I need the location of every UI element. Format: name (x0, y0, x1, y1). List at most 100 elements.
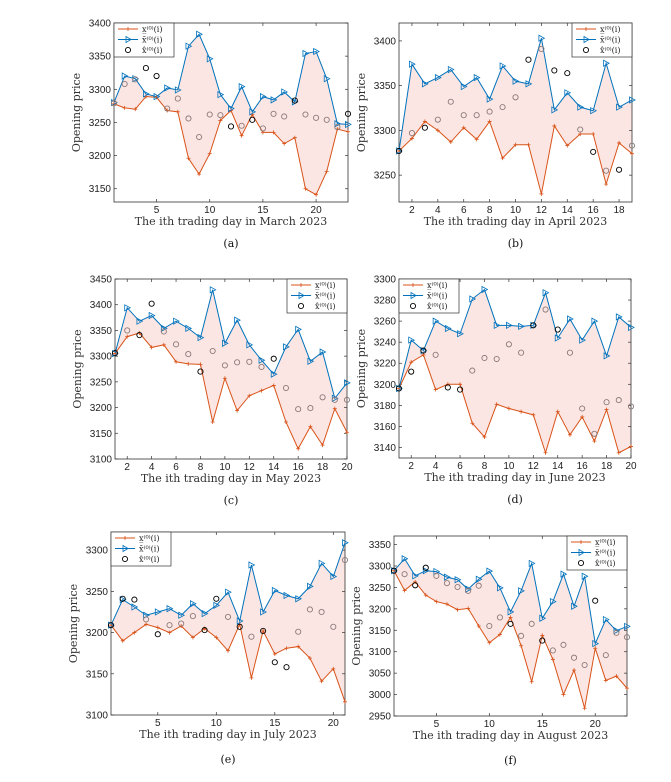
y-tick-label: 3250 (90, 377, 113, 388)
y-tick-label: 3250 (369, 583, 392, 594)
actual-point (518, 349, 525, 356)
actual-point (539, 637, 546, 644)
x-axis-label: The ith trading day in March 2023 (135, 215, 328, 228)
x-tick-label: 20 (328, 718, 340, 729)
lower-bound-point (500, 156, 505, 161)
lower-bound-point (409, 360, 414, 365)
actual-point (412, 582, 419, 589)
lower-bound-point (604, 182, 609, 187)
legend-label: x̂⁽⁰⁾(i) (139, 555, 159, 564)
lower-bound-point (572, 668, 577, 673)
upper-bound-point (412, 572, 420, 580)
actual-point (238, 122, 245, 129)
lower-bound-point (552, 123, 557, 128)
upper-bound-point (567, 315, 574, 323)
upper-bound-point (271, 586, 279, 595)
actual-point (447, 98, 454, 105)
upper-bound-point (319, 348, 327, 356)
triangle-marker-icon (122, 544, 129, 553)
y-tick-label: 3220 (374, 359, 397, 370)
upper-bound-point (281, 88, 289, 96)
lower-bound-point (625, 686, 629, 691)
upper-bound-point (260, 608, 267, 616)
lower-bound-point (466, 606, 471, 611)
subplot-c: 2 4 6 8 10 12 14 16 18 20 3100 3150 3200 3250 3300 3350… (71, 275, 353, 508)
subplot-d: 2 4 6 8 10 12 14 16 18 20 3140 3160 3180 3200 3220 3240… (355, 275, 637, 507)
lower-bound-point (272, 652, 277, 656)
upper-bound-line (110, 542, 346, 626)
lower-bound-point (604, 407, 609, 412)
legend-label: x̄⁽⁰⁾(i) (427, 292, 447, 301)
actual-point (602, 652, 609, 659)
interval-fill (399, 289, 631, 453)
lower-bound-point (175, 109, 180, 114)
upper-bound-point (153, 92, 161, 101)
upper-bound-point (344, 379, 351, 387)
actual-point (590, 148, 597, 155)
y-tick-label: 3000 (369, 690, 392, 701)
upper-bound-point (444, 573, 451, 581)
actual-point (185, 351, 192, 358)
upper-bound-point (166, 604, 174, 613)
lower-bound-point (226, 648, 230, 653)
upper-bound-point (591, 317, 599, 325)
lower-bound-point (593, 646, 598, 651)
upper-bound-point (334, 120, 342, 128)
legend-label: x̂⁽⁰⁾(i) (427, 302, 447, 311)
lower-bound-point (487, 119, 492, 124)
y-tick-label: 3450 (90, 275, 113, 286)
upper-bound-point (196, 30, 203, 38)
triangle-marker-icon (578, 548, 585, 557)
lower-bound-point (167, 630, 172, 635)
upper-bound-point (551, 106, 559, 114)
interval-fill (115, 289, 347, 449)
upper-bound-point (154, 608, 162, 616)
actual-point (295, 628, 302, 635)
lower-bound-point (582, 706, 587, 711)
legend: x̲⁽⁰⁾(i) x̄⁽⁰⁾(i)x̂⁽⁰⁾(i) (398, 278, 460, 314)
upper-bound-point (499, 62, 507, 70)
x-tick-label: 14 (268, 462, 280, 473)
upper-bound-point (148, 311, 156, 320)
lower-bound-point (214, 635, 219, 640)
actual-point (302, 111, 309, 118)
upper-bound-point (507, 608, 515, 616)
actual-point (307, 405, 314, 412)
x-tick-label: 18 (601, 461, 613, 472)
lower-bound-point (529, 679, 534, 684)
lower-bound-point (494, 402, 499, 407)
lower-bound-point (630, 151, 634, 156)
lower-bound-point (218, 118, 223, 123)
upper-bound-point (260, 92, 267, 101)
actual-point (344, 110, 352, 117)
x-tick-label: 6 (457, 461, 463, 472)
actual-point (143, 616, 150, 623)
actual-point (613, 629, 620, 636)
y-tick-label: 3400 (89, 19, 112, 30)
lower-bound-point (261, 628, 266, 633)
actual-point (627, 403, 635, 410)
actual-point (475, 582, 482, 589)
actual-point (160, 328, 167, 335)
subplot-e: 5 10 15 20 3100 3150 3200 3250 3300 The ith tradi… (67, 531, 349, 766)
lower-bound-point (125, 334, 130, 339)
actual-point (444, 384, 451, 391)
upper-bound-point (444, 324, 452, 333)
legend-label: x̄⁽⁰⁾(i) (139, 545, 159, 554)
actual-point (111, 350, 119, 357)
lower-bound-point (519, 409, 524, 414)
actual-point (564, 70, 571, 77)
lower-bound-point (207, 151, 212, 156)
y-axis-label: Opening price (71, 329, 84, 408)
actual-point (217, 112, 224, 119)
actual-point (560, 641, 567, 648)
axes-frame (114, 278, 348, 460)
actual-point (481, 354, 488, 362)
x-tick-label: 16 (577, 461, 589, 472)
actual-point (270, 355, 277, 362)
y-tick-label: 3140 (374, 443, 397, 454)
upper-bound-point (469, 295, 477, 303)
legend-label: x̄⁽⁰⁾(i) (315, 292, 335, 301)
actual-point (281, 113, 288, 120)
actual-point (623, 634, 631, 641)
